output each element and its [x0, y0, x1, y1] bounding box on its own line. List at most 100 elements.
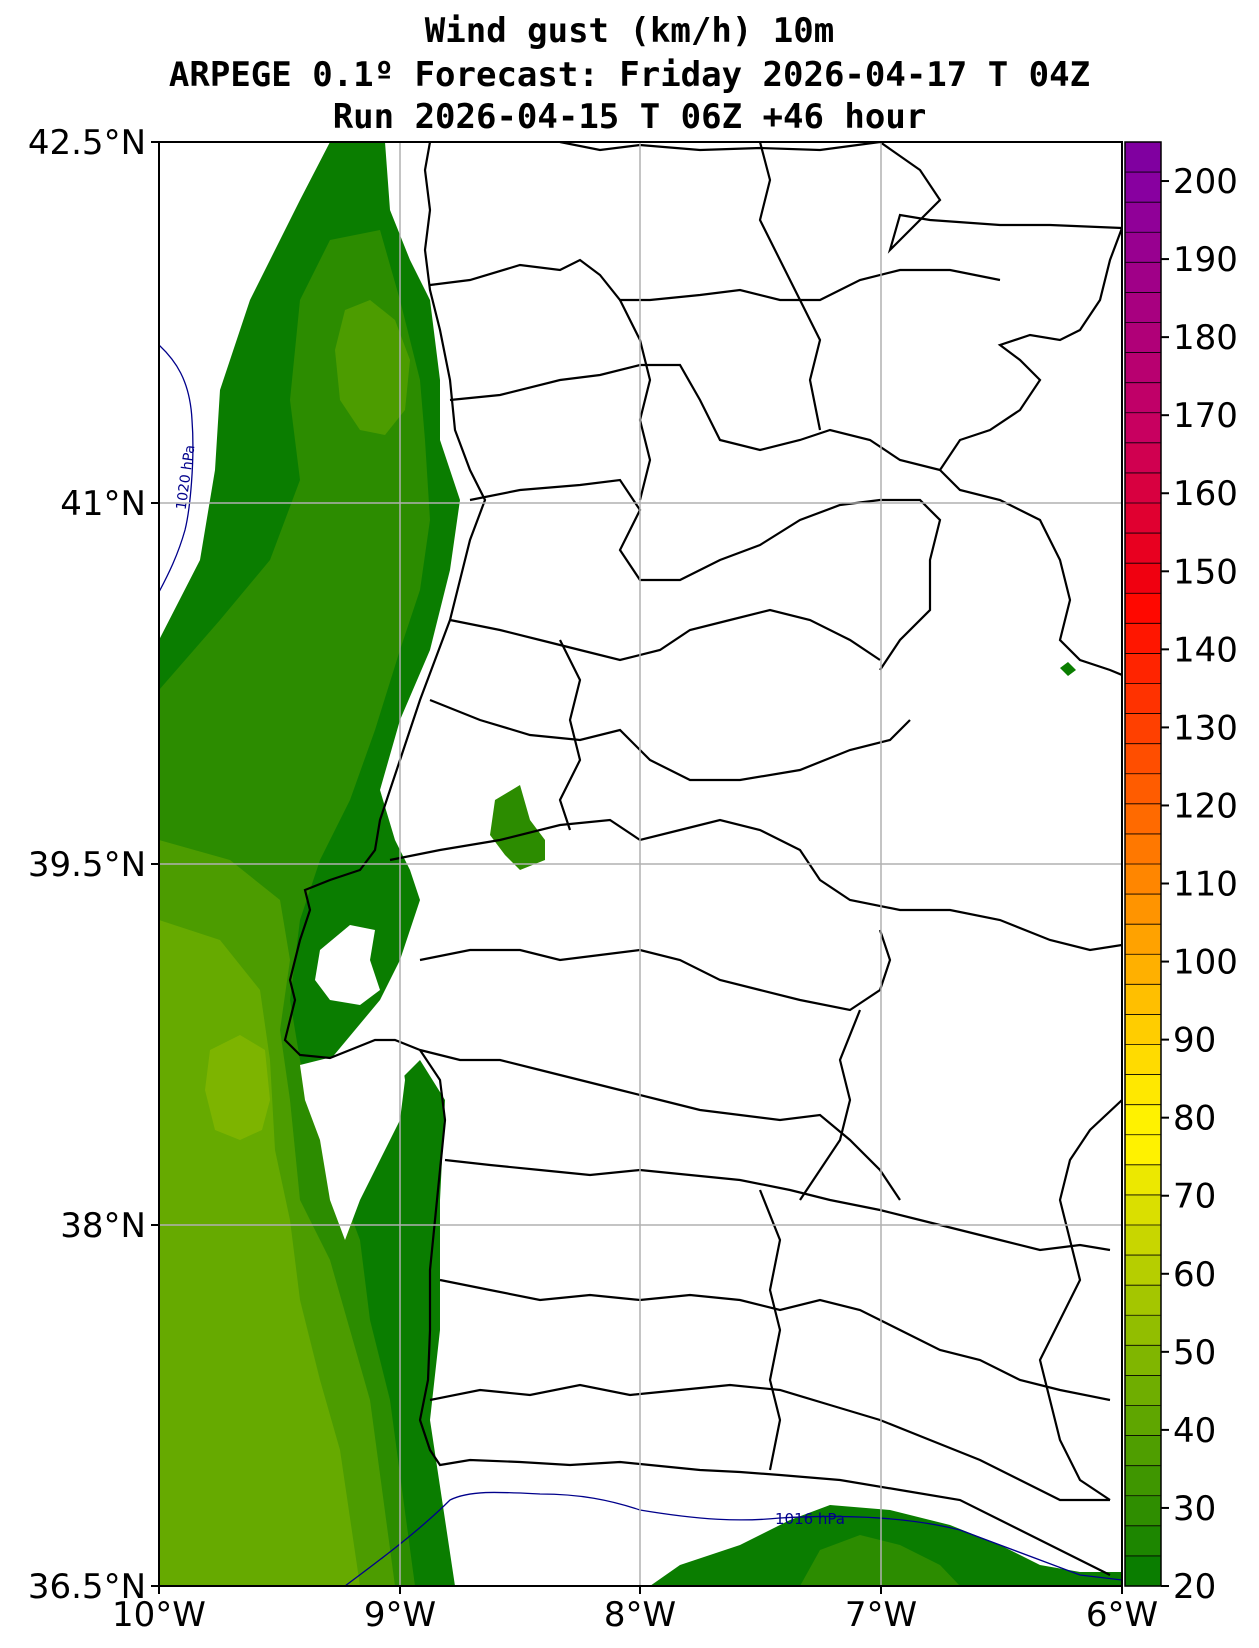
colorbar-segment — [1125, 533, 1161, 564]
colorbar-tick-label: 80 — [1173, 1099, 1216, 1139]
colorbar-segment — [1125, 352, 1161, 384]
colorbar-segment — [1125, 503, 1161, 534]
colorbar-tick-label: 50 — [1173, 1333, 1216, 1373]
district-border-1 — [429, 258, 1001, 302]
colorbar-segment — [1125, 713, 1161, 745]
tick-marks — [151, 141, 1123, 1594]
gust-patch-east — [1060, 662, 1076, 676]
colorbar-tick-label: 130 — [1173, 708, 1238, 748]
colorbar-segment — [1125, 472, 1161, 504]
colorbar-segment — [1125, 743, 1161, 775]
colorbar-segment — [1125, 833, 1161, 865]
colorbar-segment — [1125, 202, 1161, 233]
colorbar-segment — [1125, 984, 1161, 1016]
border-spain-east — [938, 227, 1122, 677]
colorbar-segment — [1125, 864, 1161, 895]
colorbar-segment — [1125, 172, 1161, 203]
colorbar-tick-label: 140 — [1173, 630, 1238, 670]
gust-band-35-45-north — [335, 300, 410, 435]
colorbar-segment — [1125, 954, 1161, 985]
colorbar-tick-label: 90 — [1173, 1021, 1216, 1061]
colorbar-segment — [1125, 1315, 1161, 1346]
colorbar-segment — [1125, 1525, 1161, 1557]
district-border-13 — [619, 299, 652, 501]
title-line-1: Wind gust (km/h) 10m — [424, 11, 835, 51]
colorbar-segment — [1125, 322, 1161, 354]
colorbar-segment — [1125, 593, 1161, 624]
colorbar-frame — [1124, 141, 1162, 1587]
colorbar-segment — [1125, 1044, 1161, 1076]
colorbar-tick-label: 120 — [1173, 786, 1238, 826]
colorbar-segment — [1125, 262, 1161, 294]
calm-area-peniche — [315, 925, 380, 1005]
colorbar-tick-label: 160 — [1173, 474, 1238, 514]
colorbar-tick-label: 30 — [1173, 1489, 1216, 1529]
gust-patch-inland — [490, 785, 545, 870]
colorbar-segment — [1125, 412, 1161, 444]
colorbar-segment — [1125, 1435, 1161, 1467]
colorbar-segment — [1125, 1285, 1161, 1316]
district-border-10 — [439, 1278, 1111, 1402]
coastline — [283, 142, 1111, 1576]
colorbar-tick-label: 180 — [1173, 318, 1238, 358]
lat-tick-38: 38°N — [60, 1206, 146, 1246]
colorbar-segment — [1125, 382, 1161, 414]
lon-tick-6W: 6°W — [1086, 1595, 1158, 1635]
colorbar-segment — [1125, 563, 1161, 594]
title-line-2: ARPEGE 0.1º Forecast: Friday 2026-04-17 … — [168, 55, 1091, 95]
title-line-3: Run 2026-04-15 T 06Z +46 hour — [332, 97, 927, 137]
colorbar-tick-label: 150 — [1173, 552, 1238, 592]
colorbar-tick-label: 20 — [1173, 1567, 1216, 1607]
district-border-2 — [449, 363, 941, 472]
district-border-11 — [429, 1383, 1110, 1502]
lon-tick-8W: 8°W — [604, 1595, 676, 1635]
lat-tick-41: 41°N — [60, 484, 146, 524]
lon-tick-7W: 7°W — [845, 1595, 917, 1635]
district-border-7 — [419, 929, 892, 1012]
colorbar-segment — [1125, 1104, 1161, 1136]
colorbar-segment — [1125, 683, 1161, 715]
gust-band-south-inner — [800, 1535, 960, 1586]
district-border-5 — [429, 698, 911, 782]
border-guadiana — [1038, 1099, 1122, 1501]
colorbar-segment — [1125, 292, 1161, 324]
coastline-and-borders — [283, 142, 1122, 1576]
isobars — [159, 344, 1122, 1586]
lon-tick-10W: 10°W — [112, 1595, 206, 1635]
district-border-6 — [389, 818, 1122, 952]
isobar-1016 — [344, 1491, 1122, 1586]
colorbar-segment — [1125, 1074, 1161, 1106]
colorbar-segment — [1125, 232, 1161, 263]
district-border-16 — [758, 1189, 782, 1471]
colorbar-segment — [1125, 1465, 1161, 1497]
lat-tick-36.5: 36.5°N — [28, 1567, 146, 1607]
district-border-15 — [799, 1009, 862, 1201]
colorbar-segment — [1125, 773, 1161, 805]
colorbar-segment — [1125, 1255, 1161, 1286]
colorbar-tick-label: 190 — [1173, 240, 1238, 280]
colorbar-tick-label: 200 — [1173, 162, 1238, 202]
district-border-12 — [758, 142, 822, 431]
colorbar-tick-label: 70 — [1173, 1177, 1216, 1217]
colorbar-tick-label: 110 — [1173, 865, 1238, 905]
gridlines — [159, 142, 1122, 1586]
isobar-1016-label: 1016 hPa — [775, 1510, 845, 1528]
colorbar-segment — [1125, 1405, 1161, 1437]
district-border-3 — [469, 478, 942, 671]
colorbar-tick-label: 170 — [1173, 396, 1238, 436]
colorbar-segment — [1125, 1345, 1161, 1377]
colorbar-segment — [1125, 653, 1161, 685]
colorbar-segment — [1125, 623, 1161, 655]
lon-tick-9W: 9°W — [364, 1595, 436, 1635]
lat-tick-39.5: 39.5°N — [28, 845, 146, 885]
colorbar-segment — [1125, 1134, 1161, 1166]
district-border-14 — [558, 639, 582, 831]
district-border-8 — [419, 1048, 901, 1201]
calm-area-setubal — [300, 1045, 405, 1240]
colorbar-segment — [1125, 894, 1161, 925]
border-spain-north — [559, 142, 1122, 254]
colorbar-segment — [1125, 1225, 1161, 1256]
colorbar-segment — [1125, 1555, 1161, 1587]
gust-band-50-55 — [205, 1035, 270, 1140]
